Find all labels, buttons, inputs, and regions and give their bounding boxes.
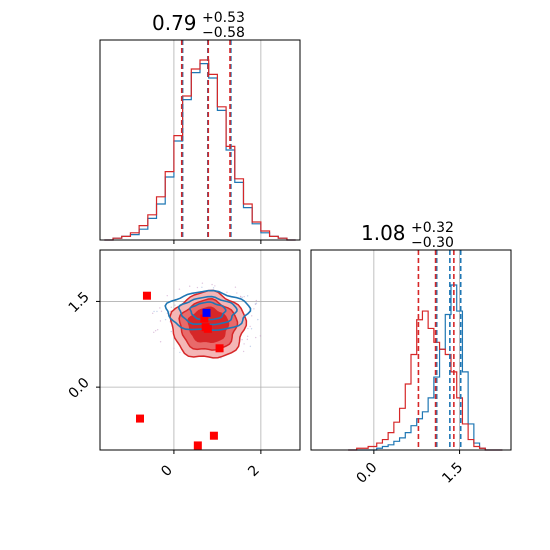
scatter-point [255, 299, 258, 302]
blue-contour-level [189, 301, 227, 321]
scatter-point [156, 329, 159, 331]
scatter-point [189, 285, 191, 287]
scatter-point [154, 330, 157, 332]
scatter-point [246, 335, 249, 337]
hist-param1-red [104, 59, 296, 241]
scatter-point [179, 351, 181, 354]
title-param2-minus: −0.30 [411, 235, 454, 251]
hist-param1-panel [99, 39, 301, 244]
scatter-point [241, 296, 243, 299]
panel-frame [99, 39, 301, 241]
scatter-point [159, 341, 162, 343]
scatter-point [151, 312, 154, 315]
scatter-point [159, 320, 162, 322]
scatter-point [174, 304, 176, 306]
scatter-point [160, 310, 163, 312]
scatter-point [156, 310, 158, 313]
scatter-point [251, 315, 253, 317]
x-tick-label-param2: 1.5 [439, 460, 466, 487]
title-param1-plus: +0.53 [202, 10, 245, 26]
y-tick-label-param2: 0.0 [66, 375, 93, 402]
scatter-point [153, 310, 155, 313]
hist2d-panel: 0 2 0.0 1.5 [66, 249, 301, 480]
blue-square-marker [202, 308, 211, 317]
title-param1-minus: −0.58 [202, 25, 245, 41]
y-tick-label-param2: 1.5 [66, 289, 93, 316]
scatter-point [243, 295, 245, 298]
scatter-point [226, 291, 228, 293]
hist-param2-panel: 0.0 1.5 [310, 249, 512, 487]
scatter-point [234, 286, 237, 288]
scatter-point [240, 296, 242, 298]
scatter-point [153, 331, 155, 334]
scatter-point [255, 302, 258, 304]
scatter-point [255, 336, 257, 339]
red-square-marker [215, 344, 224, 353]
panel-frame [310, 249, 512, 451]
scatter-point [173, 347, 175, 349]
scatter-point [242, 350, 245, 353]
hist-param2-blue [348, 284, 503, 451]
red-square-marker [193, 441, 202, 450]
title-param2-plus: +0.32 [411, 220, 454, 236]
scatter-point [211, 283, 213, 286]
blue-contour-level [177, 295, 238, 326]
x-tick-label-param1: 0 [158, 462, 176, 480]
scatter-point [249, 325, 251, 328]
hist-param2-red [348, 310, 503, 451]
red-square-marker [203, 324, 212, 333]
scatter-point [170, 330, 172, 333]
title-param1: 0.79 [152, 11, 197, 35]
scatter-point [159, 307, 161, 309]
title-param2: 1.08 [361, 221, 406, 245]
red-square-marker [136, 414, 144, 423]
scatter-point [247, 327, 249, 330]
scatter-point [259, 335, 262, 337]
red-square-marker [142, 291, 151, 300]
x-tick-label-param2: 0.0 [353, 460, 380, 487]
scatter-point [249, 345, 252, 348]
scatter-point [214, 285, 216, 287]
title-param1-median: 0.79 [152, 11, 197, 35]
scatter-point [201, 286, 203, 289]
red-square-marker [209, 431, 218, 440]
scatter-point [164, 318, 167, 321]
scatter-point [254, 303, 257, 305]
scatter-point [201, 282, 204, 284]
scatter-point [243, 343, 245, 345]
scatter-point [250, 328, 253, 330]
scatter-point [212, 287, 215, 289]
hist-param1-blue [104, 63, 296, 241]
scatter-point [246, 295, 249, 297]
red-square-marker [200, 314, 209, 323]
scatter-point [246, 338, 249, 341]
scatter-point [166, 294, 168, 297]
scatter-point [253, 308, 255, 310]
scatter-point [170, 306, 172, 308]
x-tick-label-param1: 2 [245, 462, 263, 480]
scatter-point [178, 288, 181, 290]
blue-contour-level [164, 289, 252, 332]
scatter-point [257, 318, 259, 321]
scatter-point [241, 339, 243, 341]
scatter-point [236, 292, 238, 294]
scatter-point [196, 286, 199, 289]
panel-frame [99, 249, 301, 451]
